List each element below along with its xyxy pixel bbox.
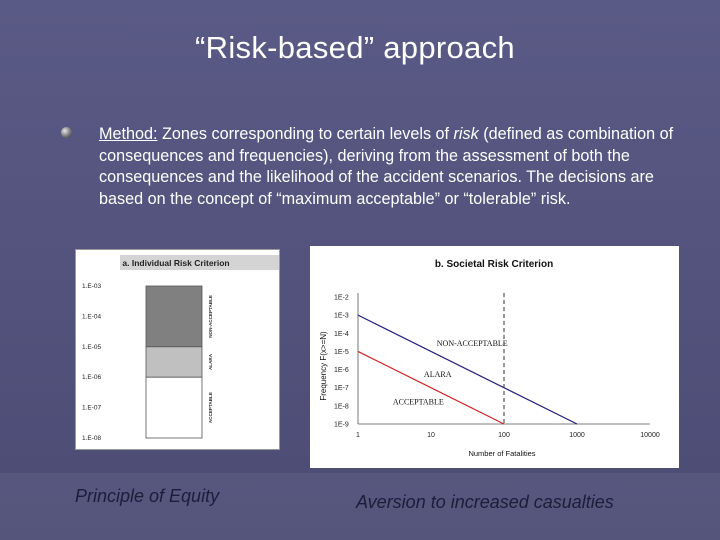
bullet-icon — [61, 127, 72, 138]
bullet-text: Method: Zones corresponding to certain l… — [99, 124, 689, 210]
chart-a-y-ticks: 1.E-03 1.E-04 1.E-05 1.E-06 1.E-07 1.E-08 — [82, 283, 102, 442]
chart-b-y-tick-label: 1E-7 — [334, 385, 349, 392]
individual-risk-chart: a. Individual Risk Criterion 1.E-03 1.E-0… — [75, 249, 280, 450]
chart-b-y-tick-label: 1E-5 — [334, 349, 349, 356]
chart-a-zone-label: ALARA — [208, 353, 213, 370]
chart-a-tick-label: 1.E-06 — [82, 374, 102, 381]
chart-a-zones: NON-ACCEPTABLE ALARA ACCEPTABLE — [145, 285, 213, 439]
societal-risk-svg: b. Societal Risk Criterion Frequency F(x… — [319, 259, 660, 458]
caption-principle-of-equity: Principle of Equity — [75, 486, 220, 506]
bullet-text-part2: (defined as combination of consequences … — [99, 125, 674, 208]
chart-b-series-line — [357, 350, 505, 425]
chart-b-zone-labels: NON-ACCEPTABLE ALARA ACCEPTABLE — [393, 339, 508, 406]
chart-a-tick-label: 1.E-03 — [82, 283, 102, 290]
chart-b-xlabel: Number of Fatalities — [468, 449, 535, 458]
chart-a-zone-alara — [145, 346, 203, 378]
chart-b-y-tick-label: 1E-9 — [334, 422, 349, 429]
chart-a-zone-non-acceptable — [145, 285, 203, 348]
chart-b-zone-label: NON-ACCEPTABLE — [437, 339, 508, 348]
chart-b-y-tick-label: 1E-4 — [334, 331, 349, 338]
bullet-text-part1: Zones corresponding to certain levels of — [157, 125, 454, 143]
slide-title: “Risk-based” approach — [195, 30, 515, 65]
bottom-strip — [0, 473, 720, 540]
chart-b-x-tick-label: 10000 — [640, 432, 660, 439]
chart-a-tick-label: 1.E-04 — [82, 313, 102, 320]
individual-risk-svg: a. Individual Risk Criterion 1.E-031.E-0… — [82, 255, 279, 442]
chart-b-ticks: 1E-2 1E-3 1E-4 1E-5 1E-6 1E-7 1E-8 1E-9 1 10 100 10… — [334, 295, 660, 440]
societal-risk-chart: b. Societal Risk Criterion Frequency F(x… — [310, 246, 679, 468]
chart-a-title: a. Individual Risk Criterion — [122, 258, 229, 268]
chart-b-y-tick-label: 1E-8 — [334, 403, 349, 410]
chart-b-zone-label: ACCEPTABLE — [393, 397, 444, 406]
chart-a-tick-label: 1.E-07 — [82, 405, 102, 412]
caption-aversion: Aversion to increased casualties — [356, 492, 614, 512]
method-label: Method: — [99, 125, 158, 143]
chart-b-y-tick-label: 1E-6 — [334, 367, 349, 374]
chart-b-x-tick-label: 1000 — [569, 432, 585, 439]
chart-a-zone-label: NON-ACCEPTABLE — [208, 295, 213, 338]
chart-b-y-tick-label: 1E-2 — [334, 295, 349, 302]
chart-b-ylabel: Frequency F(x>=N) — [319, 331, 328, 401]
chart-b-x-tick-label: 10 — [427, 432, 435, 439]
chart-b-title: b. Societal Risk Criterion — [435, 259, 553, 270]
risk-word: risk — [453, 125, 479, 143]
chart-b-y-tick-label: 1E-3 — [334, 313, 349, 320]
chart-b-series-line — [357, 314, 578, 425]
chart-b-lines — [357, 293, 578, 425]
chart-a-tick-label: 1.E-05 — [82, 344, 102, 351]
chart-b-x-tick-label: 1 — [356, 432, 360, 439]
chart-a-zone-acceptable — [145, 376, 203, 439]
chart-a-zone-label: ACCEPTABLE — [208, 392, 213, 423]
chart-a-tick-label: 1.E-08 — [82, 435, 102, 442]
chart-b-x-tick-label: 100 — [498, 432, 510, 439]
chart-b-zone-label: ALARA — [424, 370, 452, 379]
chart-a-title-bar — [120, 255, 279, 270]
